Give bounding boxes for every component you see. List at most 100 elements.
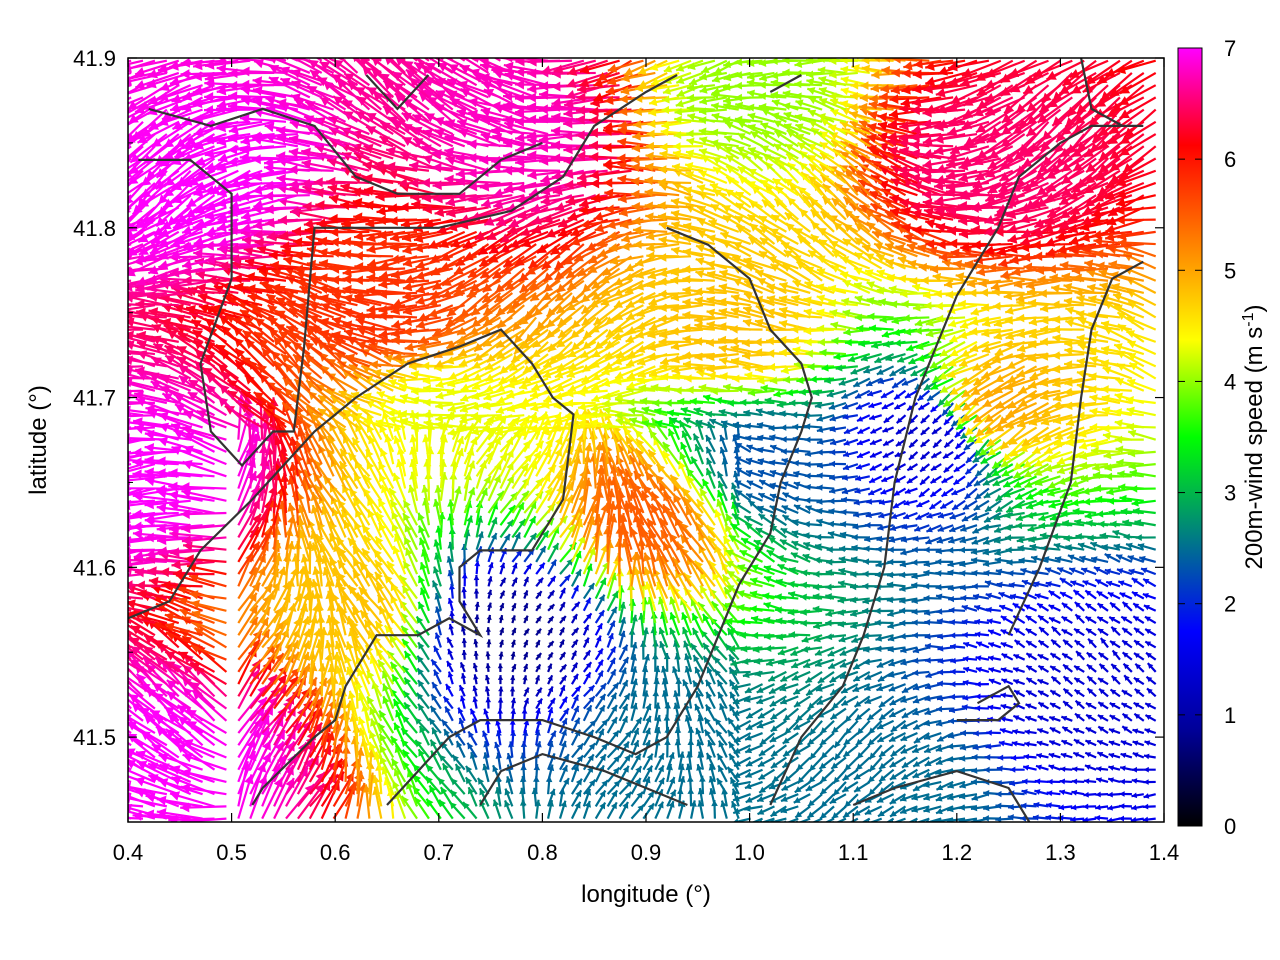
wind-vector: [474, 601, 480, 611]
wind-vector: [928, 499, 942, 511]
wind-vector: [630, 804, 645, 820]
wind-vector: [952, 475, 966, 486]
wind-vector: [642, 790, 655, 808]
wind-vector: [1096, 739, 1109, 747]
wind-vector: [630, 791, 644, 808]
wind-vector: [128, 717, 132, 722]
wind-vector: [998, 740, 1013, 747]
wind-vector: [911, 283, 942, 295]
wind-vector: [504, 800, 514, 820]
wind-vector: [987, 629, 1002, 637]
wind-vector: [1073, 738, 1085, 747]
wind-vector: [918, 487, 931, 498]
wind-vector: [1145, 675, 1157, 686]
wind-vector: [1071, 789, 1085, 796]
wind-vector: [906, 475, 919, 485]
wind-vector: [511, 590, 517, 599]
wind-vector: [1048, 589, 1062, 600]
wind-vector: [756, 793, 775, 803]
wind-vector: [710, 128, 739, 137]
wind-vector: [301, 178, 346, 189]
wind-vector: [745, 793, 764, 804]
wind-vector: [559, 615, 567, 624]
wind-vector: [943, 463, 954, 474]
wind-vector: [473, 650, 479, 660]
wind-vector: [297, 782, 325, 820]
wind-vector: [831, 719, 847, 734]
wind-vector: [320, 731, 335, 771]
wind-vector: [1131, 590, 1145, 600]
wind-vector: [570, 650, 578, 661]
wind-vector: [1119, 803, 1132, 810]
wind-vector: [547, 651, 554, 661]
wind-vector: [485, 651, 491, 660]
wind-vectors: [128, 58, 1157, 822]
wind-vector: [877, 805, 895, 818]
wind-vector: [1013, 639, 1026, 649]
wind-vector: [1036, 602, 1050, 612]
wind-vector: [401, 638, 418, 661]
wind-vector: [899, 793, 918, 802]
wind-vector: [417, 748, 430, 771]
wind-vector: [1109, 640, 1121, 649]
wind-vector: [498, 639, 504, 648]
wind-vector: [462, 801, 478, 820]
wind-vector: [594, 635, 602, 648]
wind-vector: [504, 788, 514, 807]
wind-vector: [582, 788, 592, 807]
wind-vector: [497, 663, 503, 672]
wind-vector: [128, 816, 132, 820]
wind-vector: [971, 583, 989, 590]
wind-vector: [483, 708, 490, 722]
wind-vector: [499, 562, 506, 575]
wind-vector: [510, 651, 516, 660]
wind-vector: [583, 695, 596, 710]
wind-vector: [535, 603, 542, 612]
wind-vector: [467, 786, 478, 807]
wind-vector: [1145, 651, 1157, 661]
wind-vector: [935, 780, 954, 791]
wind-vector: [128, 157, 132, 163]
wind-vector: [606, 657, 616, 673]
wind-vector: [1061, 739, 1073, 747]
wind-vector: [867, 487, 883, 496]
wind-vector: [128, 340, 132, 343]
wind-vector: [523, 663, 529, 673]
wind-vector: [1131, 778, 1144, 784]
wind-vector: [1143, 604, 1157, 612]
wind-vector: [678, 775, 686, 795]
wind-vector: [1037, 614, 1050, 624]
wind-vector: [780, 793, 799, 803]
wind-vector: [829, 460, 846, 468]
wind-vector: [571, 685, 582, 698]
wind-vector: [128, 255, 132, 259]
wind-vector: [441, 762, 454, 783]
wind-vector: [1052, 325, 1085, 334]
wind-vector: [523, 639, 529, 648]
wind-vector: [547, 615, 555, 624]
wind-vector: [1099, 637, 1109, 649]
wind-vector: [1087, 638, 1097, 649]
wind-vector: [893, 487, 907, 497]
wind-vector: [880, 389, 895, 399]
wind-vector: [128, 643, 132, 649]
wind-vector: [995, 816, 1013, 822]
wind-vector: [511, 577, 518, 587]
wind-vector: [594, 622, 604, 636]
wind-vector: [582, 582, 596, 600]
wind-vector: [463, 436, 478, 465]
wind-vector: [1059, 766, 1073, 773]
wind-vector: [492, 799, 502, 819]
wind-vector: [714, 509, 728, 538]
wind-vector: [559, 674, 568, 685]
wind-vector: [819, 781, 835, 796]
wind-vector: [393, 791, 407, 819]
wind-vector: [509, 719, 516, 734]
wind-vector: [1120, 740, 1133, 747]
wind-vector: [796, 768, 812, 785]
wind-vector: [371, 774, 383, 807]
wind-vector: [904, 487, 918, 494]
wind-vector: [523, 615, 529, 624]
wind-vector: [1036, 740, 1049, 747]
wind-vector: [1061, 628, 1073, 637]
